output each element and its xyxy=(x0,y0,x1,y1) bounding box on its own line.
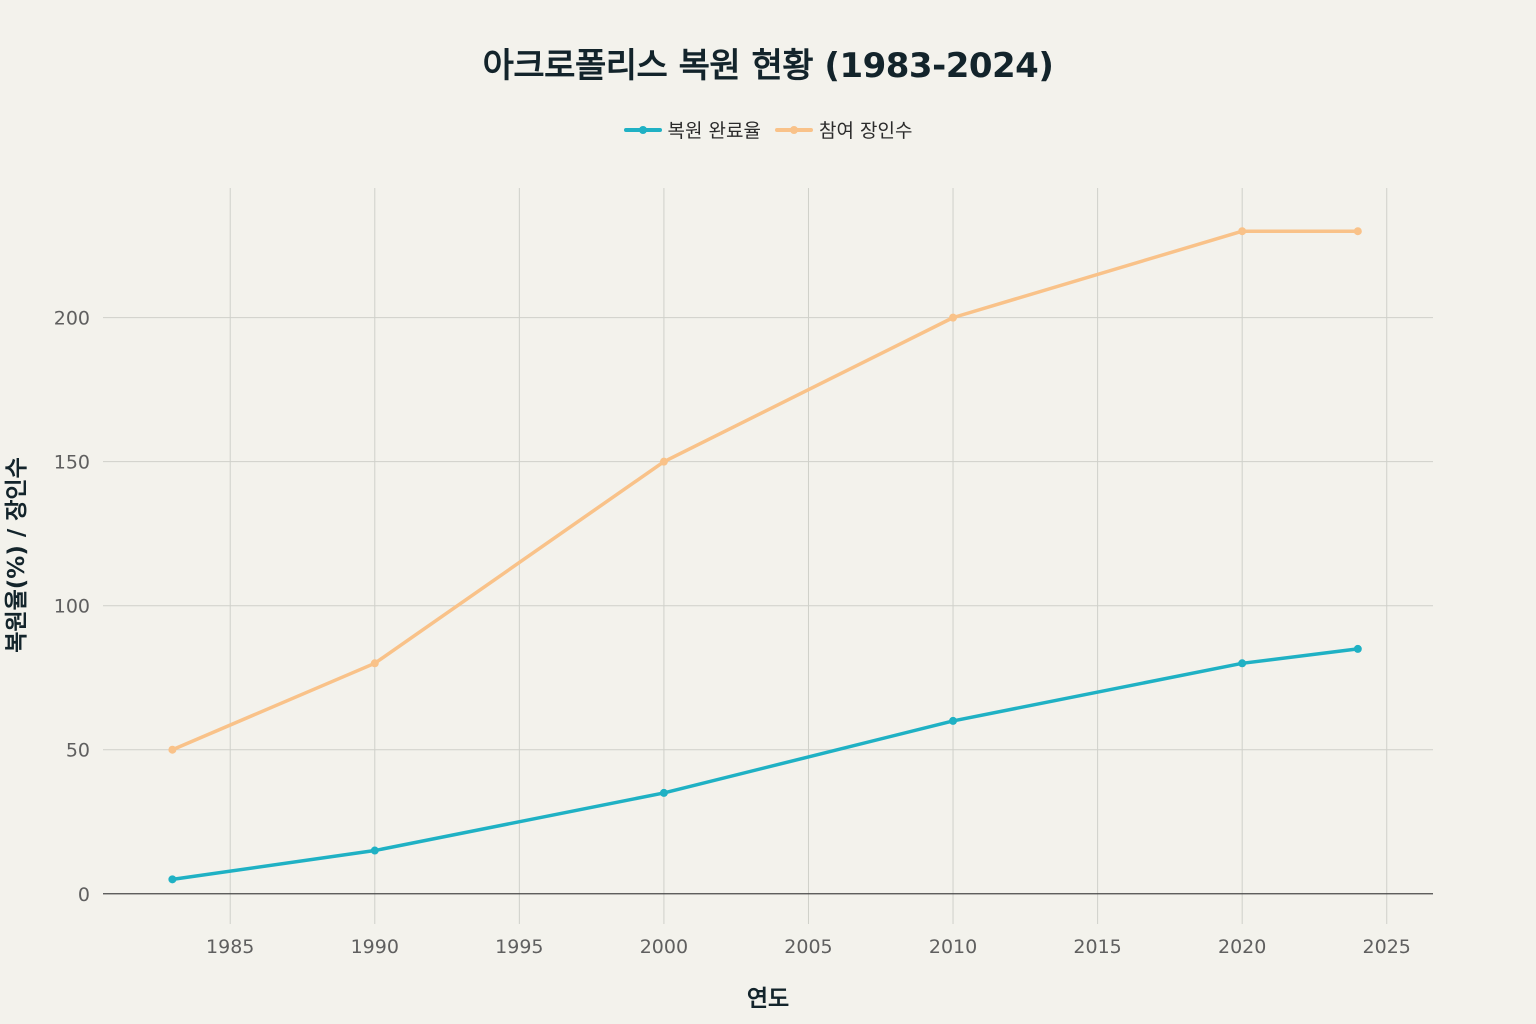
axis-layer: 1985 1990 1995 2000 2005 2010 2015 2020 2025 0 50 1… xyxy=(54,308,1411,958)
series-1-point[interactable] xyxy=(370,659,379,668)
series-0-point[interactable] xyxy=(168,875,177,884)
legend-item-completion[interactable]: 복원 완료율 xyxy=(623,116,761,143)
x-tick-label: 1995 xyxy=(495,936,543,958)
x-axis-label: 연도 xyxy=(747,986,789,1012)
legend-swatch-completion xyxy=(623,125,662,134)
legend: 복원 완료율 참여 장인수 xyxy=(0,116,1536,143)
series-0-point[interactable] xyxy=(659,788,668,797)
series-1-point[interactable] xyxy=(1353,227,1362,236)
legend-item-artisans[interactable]: 참여 장인수 xyxy=(775,116,912,143)
legend-label-artisans: 참여 장인수 xyxy=(819,120,913,142)
series-layer xyxy=(168,227,1362,884)
series-0-point[interactable] xyxy=(1353,644,1362,653)
x-tick-label: 1990 xyxy=(351,936,399,958)
series-line-1 xyxy=(170,229,1360,752)
legend-label-completion: 복원 완료율 xyxy=(667,120,761,142)
series-0-point[interactable] xyxy=(1238,659,1247,668)
y-tick-label: 100 xyxy=(54,596,90,618)
series-1-point[interactable] xyxy=(168,745,177,754)
legend-swatch-artisans xyxy=(775,125,813,134)
x-tick-label: 2020 xyxy=(1218,936,1266,958)
series-1-point[interactable] xyxy=(949,313,958,322)
x-tick-label: 2010 xyxy=(929,936,977,958)
chart-title: 아크로폴리스 복원 현황 (1983-2024) xyxy=(482,46,1054,86)
series-1-point[interactable] xyxy=(659,457,668,466)
x-tick-label: 2015 xyxy=(1073,936,1121,958)
series-line-0 xyxy=(170,647,1360,882)
y-axis-label: 복원율(%) / 장인수 xyxy=(4,457,30,652)
series-0-point[interactable] xyxy=(370,846,379,855)
series-1-point[interactable] xyxy=(1238,227,1247,236)
x-tick-label: 1985 xyxy=(206,936,254,958)
y-tick-label: 150 xyxy=(54,452,90,474)
y-tick-label: 200 xyxy=(54,308,90,330)
series-0-point[interactable] xyxy=(949,716,958,725)
y-tick-label: 0 xyxy=(78,884,90,906)
x-tick-label: 2000 xyxy=(640,936,688,958)
grid-layer xyxy=(103,188,1433,924)
y-tick-label: 50 xyxy=(66,740,90,762)
x-tick-label: 2005 xyxy=(784,936,832,958)
x-tick-label: 2025 xyxy=(1363,936,1411,958)
